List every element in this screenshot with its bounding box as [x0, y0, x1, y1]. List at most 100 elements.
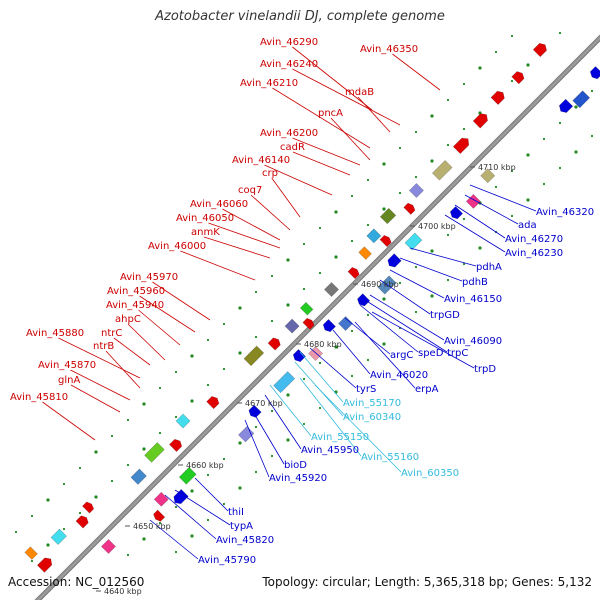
track-dot — [446, 233, 450, 237]
forward-leader — [357, 96, 391, 133]
gene-feature — [153, 491, 169, 507]
reverse-leader — [409, 247, 477, 267]
reverse-leader — [359, 304, 419, 353]
gene-feature — [558, 98, 574, 113]
forward-leader — [139, 295, 196, 333]
track-dot — [270, 454, 274, 458]
track-dot — [174, 550, 178, 554]
gene-feature — [387, 253, 402, 268]
reverse-leader — [444, 214, 506, 253]
track-dot — [254, 335, 258, 339]
track-dot — [558, 31, 562, 35]
gene-feature — [404, 232, 423, 251]
reverse-leader — [454, 204, 506, 239]
gene-feature — [532, 42, 547, 58]
gene-feature — [338, 316, 354, 332]
track-dot — [334, 345, 338, 349]
track-dot — [62, 482, 66, 486]
forward-leader — [330, 117, 371, 161]
track-dot — [462, 82, 466, 86]
forward-leader — [127, 323, 166, 361]
reverse-gene-label: pdhB — [462, 277, 488, 288]
track-dot — [110, 479, 114, 483]
gene-feature — [75, 515, 89, 529]
gene-feature — [144, 442, 165, 463]
track-dot — [254, 290, 258, 294]
track-dot — [158, 386, 162, 390]
track-dot — [510, 34, 514, 38]
forward-gene-label: Avin_46140 — [232, 155, 290, 166]
track-dot — [206, 473, 210, 477]
reverse-leader — [354, 321, 416, 389]
track-dot — [366, 358, 370, 362]
track-dot — [398, 281, 402, 285]
track-dot — [30, 514, 34, 518]
forward-gene-label: ahpC — [115, 314, 141, 325]
track-dot — [222, 457, 226, 461]
track-dot — [526, 153, 530, 157]
track-dot — [110, 434, 114, 438]
tick-label: 4650 kbp — [133, 522, 171, 531]
track-dot — [14, 530, 18, 534]
track-dot — [382, 297, 386, 301]
track-dot — [190, 399, 194, 403]
gene-feature — [292, 348, 306, 363]
track-dot — [334, 210, 338, 214]
forward-gene-label: Avin_45870 — [38, 360, 96, 371]
track-dot — [462, 127, 466, 131]
track-dot — [270, 319, 274, 323]
reverse-gene-label: Avin_46020 — [370, 370, 428, 381]
gene-feature — [169, 438, 183, 453]
forward-gene-label: Avin_45970 — [120, 272, 178, 283]
gene-feature — [403, 202, 416, 215]
track-dot — [302, 422, 306, 426]
reverse-leader — [389, 269, 445, 299]
track-dot — [174, 505, 178, 509]
gene-feature — [366, 228, 382, 244]
gene-feature — [589, 66, 600, 80]
track-dot — [414, 310, 418, 314]
forward-leader — [70, 369, 131, 401]
reverse-gene-label: Avin_45920 — [269, 473, 327, 484]
track-dot — [286, 258, 290, 262]
forward-leader — [203, 236, 271, 259]
reverse-gene-label: Avin_46270 — [505, 234, 563, 245]
reverse-leader — [164, 494, 217, 540]
reverse-gene-label: erpA — [415, 384, 439, 395]
reverse-leader — [332, 329, 371, 375]
gene-feature — [347, 267, 360, 280]
reverse-gene-label: Avin_46230 — [505, 248, 563, 259]
gene-feature — [81, 501, 95, 514]
reverse-gene-label: Avin_45820 — [216, 535, 274, 546]
forward-gene-label: ntrB — [93, 341, 114, 352]
reverse-leader — [379, 279, 431, 315]
track-dot — [286, 393, 290, 397]
track-dot — [126, 553, 130, 557]
tick-label: 4660 kbp — [186, 461, 224, 470]
track-dot — [190, 534, 194, 538]
forward-gene-label: mdaB — [345, 87, 374, 98]
forward-gene-label: anmK — [191, 227, 220, 238]
track-dot — [494, 185, 498, 189]
track-dot — [526, 198, 530, 202]
forward-gene-label: coq7 — [238, 185, 262, 196]
gene-feature — [238, 426, 255, 443]
track-dot — [398, 146, 402, 150]
forward-leader — [392, 53, 441, 91]
track-dot — [302, 242, 306, 246]
tick-label: 4670 kbp — [245, 399, 283, 408]
forward-leader — [42, 401, 96, 441]
forward-gene-label: Avin_46200 — [260, 128, 318, 139]
forward-leader — [222, 208, 281, 241]
track-dot — [222, 367, 226, 371]
forward-leader — [292, 46, 373, 111]
track-dot — [142, 447, 146, 451]
track-dot — [158, 431, 162, 435]
reverse-leader — [194, 477, 229, 512]
reverse-gene-label: trpD — [474, 364, 496, 375]
gene-feature — [472, 113, 488, 129]
reverse-leader — [369, 294, 445, 341]
backbone-layer — [34, 34, 600, 600]
forward-leader — [271, 177, 301, 218]
